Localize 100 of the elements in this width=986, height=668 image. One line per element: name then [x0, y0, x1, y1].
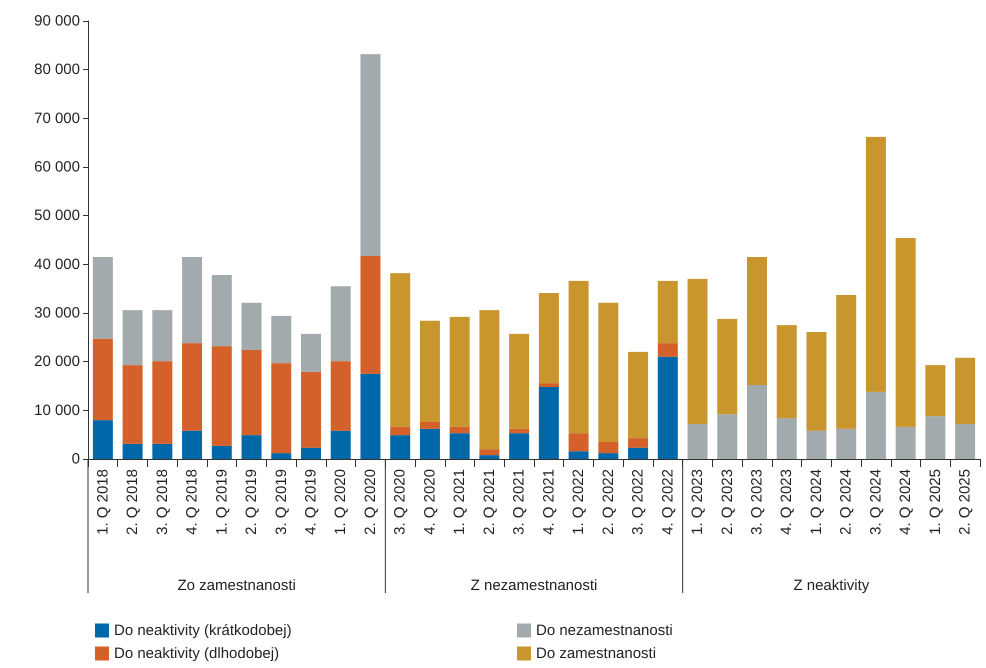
bar	[538, 293, 559, 384]
bar	[122, 310, 143, 366]
bar	[390, 435, 410, 459]
bar	[896, 238, 916, 427]
y-tick-label: 20 000	[34, 353, 80, 370]
bar	[152, 310, 172, 362]
bar	[271, 363, 292, 454]
x-tick-label: 2. Q 2018	[124, 469, 142, 535]
y-tick-label: 40 000	[34, 256, 80, 273]
bar	[152, 444, 172, 459]
bar	[955, 424, 976, 459]
x-tick-label: 3. Q 2018	[154, 469, 171, 535]
bar	[925, 365, 946, 416]
bar	[598, 453, 618, 459]
bar	[866, 392, 886, 459]
bar	[509, 334, 530, 429]
bar	[509, 428, 530, 434]
bar	[806, 430, 826, 459]
x-tick-label: 1. Q 2019	[213, 469, 230, 535]
bar	[479, 455, 500, 459]
x-tick-label: 3. Q 2021	[510, 469, 528, 535]
y-tick-label: 80 000	[34, 61, 80, 78]
y-tick-label: 10 000	[34, 402, 80, 419]
bar	[717, 414, 738, 459]
x-tick-label: 2. Q 2021	[480, 469, 498, 535]
bar	[688, 424, 708, 459]
bar	[122, 365, 143, 444]
bar	[242, 435, 262, 459]
bar	[717, 318, 738, 414]
bar	[896, 426, 916, 459]
bar	[538, 386, 559, 459]
x-tick-label: 4. Q 2018	[184, 469, 201, 535]
x-tick-label: 3. Q 2023	[748, 469, 766, 535]
bar	[836, 294, 856, 429]
bar	[420, 320, 440, 422]
bar	[122, 444, 143, 459]
legend-label: Do nezamestnanosti	[536, 622, 673, 639]
bar	[92, 257, 113, 339]
bar	[420, 428, 440, 459]
bar	[747, 385, 767, 459]
x-tick-label: 1. Q 2023	[689, 469, 706, 535]
bar	[538, 383, 559, 387]
bar	[330, 286, 351, 362]
x-tick-label: 3. Q 2022	[630, 469, 647, 535]
x-tick-label: 2. Q 2023	[718, 469, 736, 535]
bar	[688, 278, 708, 424]
bar	[301, 372, 321, 448]
bar	[390, 426, 410, 436]
x-tick-label: 1. Q 2024	[808, 469, 825, 535]
bar	[806, 332, 826, 431]
bar	[836, 428, 856, 459]
bar	[301, 448, 321, 459]
bar	[212, 446, 232, 459]
bar	[182, 343, 202, 431]
x-tick-label: 1. Q 2020	[332, 469, 350, 535]
bar	[747, 257, 767, 386]
y-tick-label: 30 000	[34, 304, 80, 322]
text: Z nezamestnanosti	[470, 577, 598, 594]
x-tick-label: 4. Q 2020	[421, 469, 438, 535]
bar	[242, 350, 262, 436]
bar	[390, 273, 410, 427]
x-tick-label: 1. Q 2018	[94, 469, 112, 535]
x-tick-label: 3. Q 2020	[392, 469, 409, 535]
bar	[479, 310, 500, 450]
bar	[776, 418, 797, 459]
bar	[598, 302, 618, 442]
bar	[658, 280, 678, 344]
bar	[330, 361, 351, 431]
bar	[360, 256, 380, 374]
bar	[450, 433, 470, 459]
x-tick-label: 4. Q 2021	[540, 469, 558, 535]
x-tick-label: 2. Q 2024	[838, 469, 855, 535]
bar	[479, 449, 500, 456]
x-tick-label: 4. Q 2019	[302, 469, 320, 535]
bar	[628, 438, 648, 448]
x-tick-label: 1. Q 2021	[451, 469, 468, 535]
bar	[450, 316, 470, 427]
x-tick-label: 4. Q 2024	[897, 469, 914, 535]
bar	[658, 356, 678, 459]
legend-label: Do neaktivity (krátkodobej)	[114, 622, 292, 639]
bar	[568, 433, 589, 452]
bar	[271, 316, 292, 364]
bar	[955, 358, 976, 424]
bar	[301, 334, 321, 372]
bar	[92, 338, 113, 420]
y-tick-label: 50 000	[34, 207, 80, 224]
y-tick-label: 70 000	[34, 110, 80, 127]
bar	[776, 325, 797, 418]
y-tick-label: 60 000	[34, 158, 80, 176]
y-tick-label: 0	[72, 450, 80, 468]
bar	[271, 453, 292, 459]
text: Z neaktivity	[793, 577, 870, 594]
bar	[598, 442, 618, 454]
bar	[509, 433, 530, 459]
bar	[360, 54, 380, 256]
x-tick-label: 4. Q 2022	[659, 469, 676, 535]
text: Zo zamestnanosti	[177, 577, 296, 594]
bar	[628, 352, 648, 438]
bar	[628, 448, 648, 459]
bar	[152, 361, 172, 444]
